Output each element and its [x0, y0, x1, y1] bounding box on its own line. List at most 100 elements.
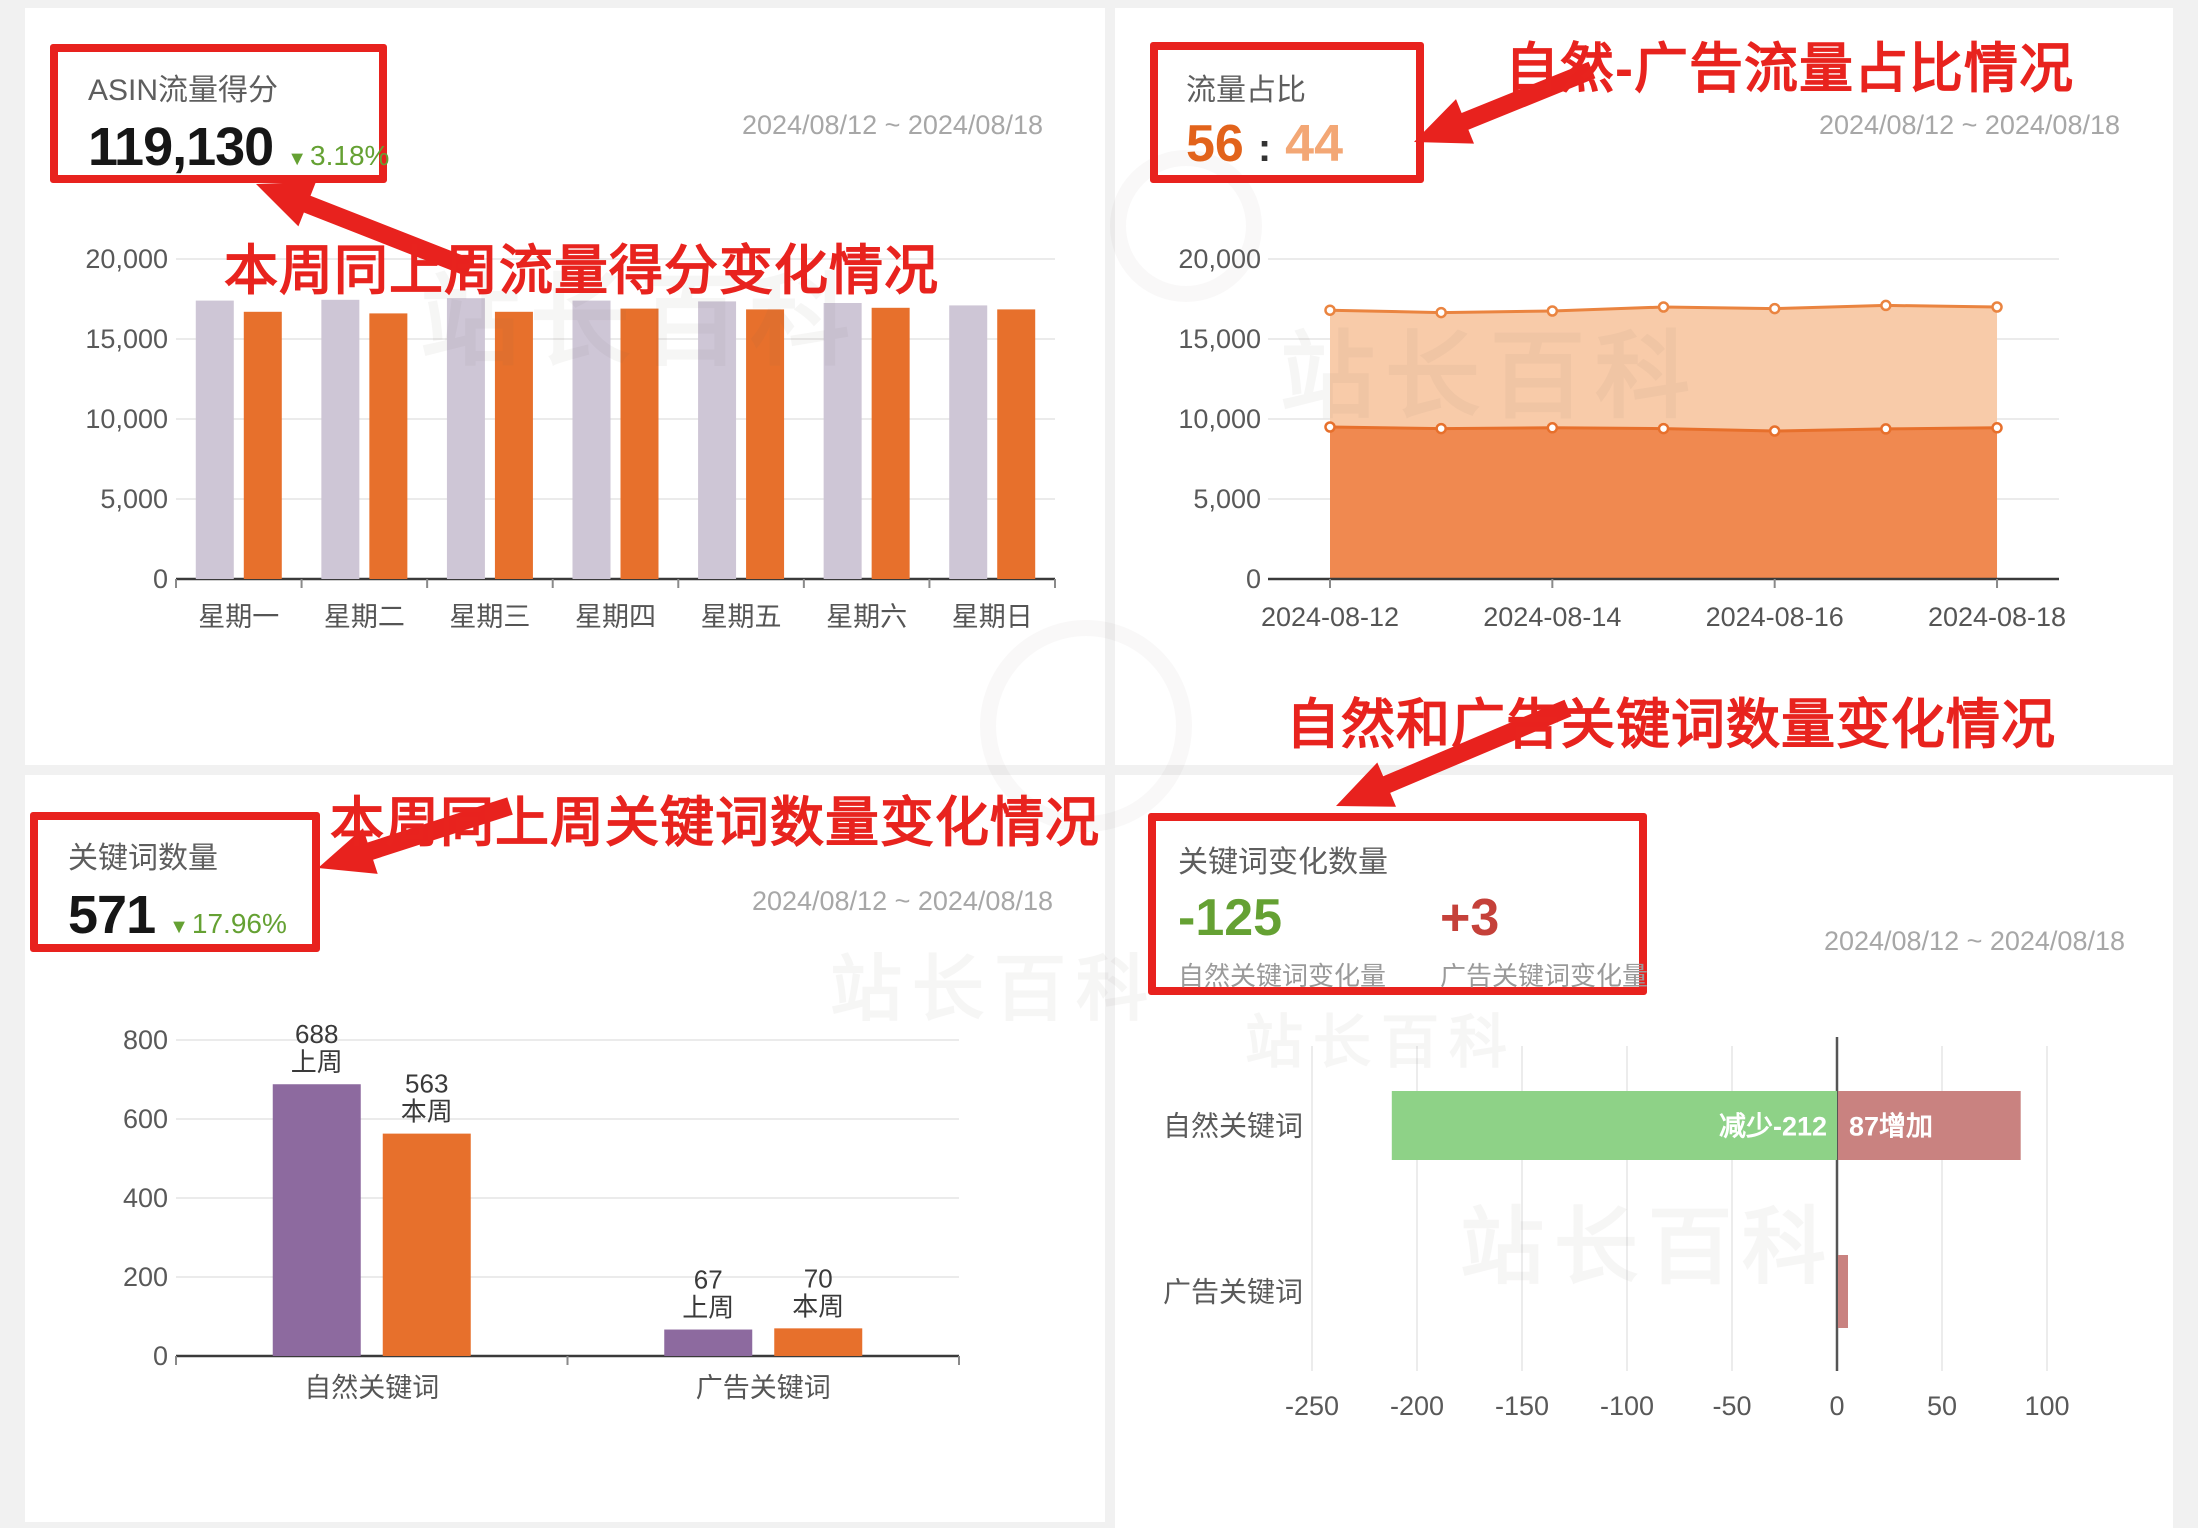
- data-point-marker[interactable]: [1546, 305, 1559, 317]
- bar-last-week[interactable]: [698, 301, 737, 579]
- panel-keyword-count: 0 200 400 600 800 688 上周 563 本周 自然关键词 67 上周 70 本周 广告关键…: [25, 775, 1105, 1522]
- bar-this-week[interactable]: [369, 313, 408, 579]
- natural-traffic-area[interactable]: [1330, 427, 1998, 579]
- annotation-traffic-score: 本周同上周流量得分变化情况: [224, 241, 939, 301]
- bar-last-week[interactable]: [195, 300, 234, 579]
- y-axis-tick-label: 15,000: [1178, 324, 1261, 354]
- y-axis-tick-label: 20,000: [85, 244, 168, 274]
- bar-series-label: 本周: [401, 1097, 453, 1127]
- bar-series-label: 上周: [682, 1293, 734, 1323]
- ad-change-block: +3 广告关键词变化量: [1440, 892, 1648, 993]
- y-axis-tick-label: 10,000: [1178, 404, 1261, 434]
- asin-score-title: ASIN流量得分: [88, 74, 279, 107]
- x-axis-tick-label: 100: [2024, 1391, 2069, 1421]
- bar-value-label: 563: [405, 1069, 448, 1099]
- bar-this-week[interactable]: [997, 309, 1036, 579]
- decrease-bar[interactable]: [1391, 1091, 1837, 1160]
- y-axis-tick-label: 600: [123, 1104, 168, 1134]
- y-axis-tick-label: 0: [1246, 564, 1261, 594]
- asin-score-value: 119,130: [88, 117, 274, 177]
- keyword-count-delta: ▼ 17.96%: [169, 908, 287, 939]
- down-triangle-icon: ▼: [169, 916, 189, 938]
- highlight-box-keyword-count: [30, 812, 320, 952]
- data-point-marker[interactable]: [1546, 422, 1559, 434]
- x-axis-category-label: 星期六: [826, 602, 907, 632]
- ad-change-label: 广告关键词变化量: [1440, 961, 1649, 991]
- bar-this-week[interactable]: [382, 1133, 471, 1356]
- decrease-bar-label: 减少-212: [1719, 1112, 1827, 1142]
- y-axis-tick-label: 400: [123, 1183, 168, 1213]
- data-point-marker[interactable]: [1324, 304, 1336, 316]
- ad-ratio-value: 44: [1285, 115, 1344, 173]
- highlight-box-asin-score: [50, 44, 387, 183]
- bar-last-week[interactable]: [572, 300, 611, 579]
- annotation-traffic-ratio: 自然-广告流量占比情况: [1505, 39, 2074, 99]
- bar-last-week[interactable]: [664, 1329, 753, 1356]
- bar-this-week[interactable]: [746, 309, 785, 579]
- x-axis-category-label: 广告关键词: [696, 1373, 831, 1403]
- y-axis-tick-label: 800: [123, 1025, 168, 1055]
- data-point-marker[interactable]: [1657, 301, 1670, 313]
- data-point-marker[interactable]: [1991, 301, 2003, 313]
- ratio-separator: :: [1257, 126, 1272, 170]
- x-axis-tick-label: 50: [1927, 1391, 1957, 1421]
- keyword-change-title: 关键词变化数量: [1178, 846, 1388, 879]
- y-axis-tick-label: 5,000: [100, 484, 168, 514]
- y-axis-tick-label: 10,000: [85, 404, 168, 434]
- bar-last-week[interactable]: [321, 299, 360, 579]
- x-axis-category-label: 星期日: [952, 602, 1033, 632]
- bar-series-label: 本周: [792, 1291, 844, 1321]
- data-point-marker[interactable]: [1768, 425, 1781, 437]
- increase-bar[interactable]: [1838, 1255, 1848, 1328]
- natural-change-label: 自然关键词变化量: [1178, 961, 1387, 991]
- asin-score-delta: ▼ 3.18%: [287, 140, 390, 171]
- keyword-count-title: 关键词数量: [68, 842, 218, 875]
- bar-series-label: 上周: [291, 1047, 343, 1077]
- bar-value-label: 688: [295, 1019, 338, 1049]
- data-point-marker[interactable]: [1324, 421, 1336, 433]
- annotation-keyword-count: 本周同上周关键词数量变化情况: [330, 793, 1100, 853]
- y-axis-tick-label: 0: [153, 564, 168, 594]
- x-axis-tick-label: -200: [1390, 1391, 1444, 1421]
- date-range-keyword-count: 2024/08/12 ~ 2024/08/18: [751, 886, 1053, 916]
- x-axis-category-label: 星期一: [198, 602, 279, 632]
- panel-keyword-change: -250 -200 -150 -100 -50 0 50 100 自然关键词 减少-212 87增加…: [1115, 775, 2173, 1528]
- increase-bar[interactable]: [1838, 1091, 2021, 1160]
- bar-this-week[interactable]: [620, 308, 659, 579]
- keyword-count-value: 571: [68, 885, 156, 945]
- keyword-change-stat: 关键词变化数量 -125 自然关键词变化量 +3 广告关键词变化量: [1178, 848, 1648, 993]
- x-axis-category-label: 星期二: [324, 602, 405, 632]
- bar-this-week[interactable]: [871, 307, 910, 579]
- x-axis-category-label: 自然关键词: [304, 1373, 439, 1403]
- x-axis-category-label: 星期五: [701, 602, 782, 632]
- increase-bar-label: 87增加: [1849, 1111, 1933, 1142]
- natural-change-value: -125: [1178, 889, 1283, 947]
- natural-ratio-value: 56: [1186, 115, 1244, 173]
- bar-last-week[interactable]: [272, 1084, 361, 1356]
- data-point-marker[interactable]: [1435, 306, 1447, 319]
- ad-traffic-area[interactable]: [1330, 305, 1998, 431]
- keyword-count-stat: 关键词数量 571 ▼ 17.96%: [68, 842, 287, 945]
- bar-last-week[interactable]: [823, 303, 862, 579]
- x-axis-date-label: 2024-08-16: [1706, 602, 1844, 632]
- bar-last-week[interactable]: [446, 298, 485, 579]
- data-point-marker[interactable]: [1435, 422, 1447, 435]
- bar-this-week[interactable]: [494, 311, 533, 579]
- data-point-marker[interactable]: [1991, 422, 2003, 434]
- y-axis-tick-label: 0: [153, 1341, 168, 1371]
- bar-this-week[interactable]: [774, 1328, 863, 1356]
- down-triangle-icon: ▼: [287, 148, 308, 170]
- x-axis-date-label: 2024-08-14: [1483, 602, 1621, 632]
- y-axis-tick-label: 20,000: [1178, 244, 1261, 274]
- date-range-keyword-change: 2024/08/12 ~ 2024/08/18: [1823, 926, 2125, 956]
- x-axis-date-label: 2024-08-12: [1261, 602, 1399, 632]
- data-point-marker[interactable]: [1768, 302, 1781, 315]
- x-axis-category-label: 星期四: [575, 602, 656, 632]
- data-point-marker[interactable]: [1880, 299, 1892, 312]
- bar-this-week[interactable]: [243, 311, 282, 579]
- bar-last-week[interactable]: [949, 305, 988, 579]
- bar-value-label: 70: [804, 1263, 833, 1293]
- data-point-marker[interactable]: [1880, 423, 1892, 435]
- data-point-marker[interactable]: [1657, 422, 1670, 435]
- panel-asin-traffic-score: 0 5,000 10,000 15,000 20,000 星期一 星期二 星期三 星期四 星期五 星…: [25, 8, 1105, 765]
